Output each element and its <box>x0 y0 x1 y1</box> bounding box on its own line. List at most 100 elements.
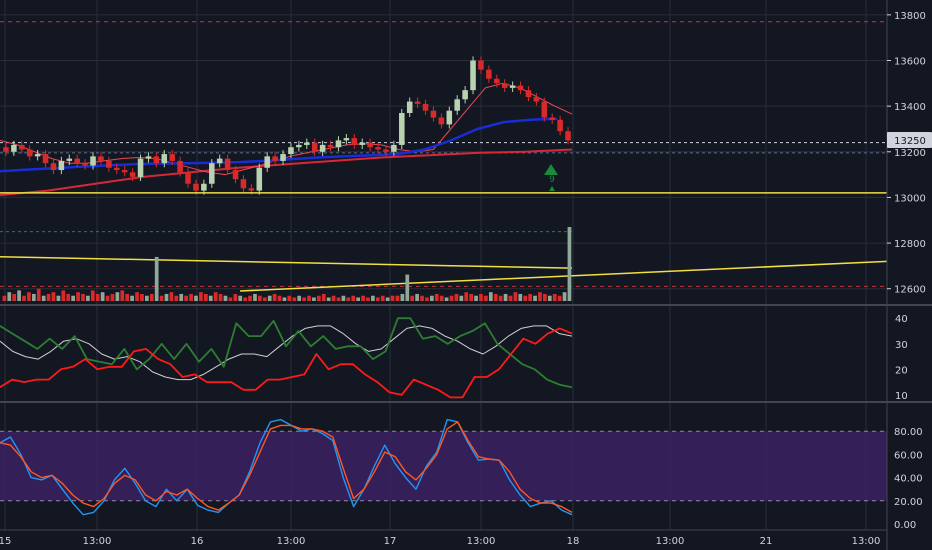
volume-bar-40 <box>199 292 203 301</box>
volume-bar-77 <box>380 295 385 301</box>
volume-bar-63 <box>312 297 316 301</box>
volume-bar-94 <box>464 292 469 301</box>
volume-bar-19 <box>95 293 100 301</box>
candle-body-3 <box>26 149 33 157</box>
candle-body-13 <box>106 160 112 168</box>
volume-bar-82 <box>405 274 410 301</box>
candle-body-23 <box>185 172 191 184</box>
volume-bar-75 <box>371 295 375 301</box>
volume-bar-15 <box>76 292 80 301</box>
candle-body-53 <box>422 103 429 111</box>
dmi-tick-label: 40 <box>895 314 908 325</box>
volume-bar-56 <box>277 295 282 301</box>
candle-body-30 <box>240 179 247 189</box>
volume-bar-21 <box>105 295 110 301</box>
volume-bar-60 <box>297 295 302 301</box>
price-tick-label: 13200 <box>894 148 926 159</box>
volume-bar-13 <box>66 293 71 301</box>
candle-body-17 <box>137 158 144 177</box>
time-tick-label: 16 <box>191 536 204 547</box>
price-pane[interactable]: 9 <box>0 21 888 301</box>
volume-bar-68 <box>336 297 341 301</box>
volume-bar-90 <box>444 297 449 301</box>
volume-bar-10 <box>51 292 56 301</box>
volume-bar-1 <box>7 292 12 301</box>
volume-bar-98 <box>484 295 488 301</box>
candle-body-36 <box>288 147 294 155</box>
candle-body-4 <box>34 154 41 157</box>
volume-bar-113 <box>557 295 562 301</box>
candle-body-22 <box>177 160 183 173</box>
candle-body-29 <box>232 170 239 180</box>
volume-bar-55 <box>272 293 277 301</box>
trendlines[interactable] <box>0 192 888 292</box>
td-sequential-signal: 9 <box>544 164 558 191</box>
volume-bar-49 <box>243 297 247 301</box>
volume-bar-80 <box>395 295 400 301</box>
candle-body-71 <box>565 131 571 141</box>
volume-bars <box>2 227 572 301</box>
dmi-indicator-pane[interactable] <box>0 317 573 399</box>
price-axis[interactable]: 13800 13600 13400 13200 13000 12800 12600 <box>887 11 926 296</box>
candle-body-26 <box>209 163 215 184</box>
candle-body-50 <box>399 112 405 145</box>
volume-bar-44 <box>218 293 223 301</box>
volume-bar-43 <box>213 292 218 301</box>
stochastic-tick-label: 20.00 <box>894 497 923 508</box>
volume-bar-7 <box>36 288 41 301</box>
volume-bar-33 <box>164 293 169 301</box>
volume-bar-71 <box>351 295 356 301</box>
price-tick-label: 13400 <box>894 102 926 113</box>
volume-bar-41 <box>203 293 208 301</box>
candle-body-10 <box>82 163 88 166</box>
candle-body-63 <box>501 83 508 88</box>
candle-body-6 <box>50 163 57 171</box>
time-tick-label: 13:00 <box>467 536 496 547</box>
volume-bar-37 <box>184 295 189 301</box>
volume-bar-96 <box>474 295 478 301</box>
time-tick-label: 21 <box>760 536 773 547</box>
volume-bar-5 <box>27 292 31 301</box>
volume-bar-42 <box>208 295 213 301</box>
volume-bar-107 <box>528 293 532 301</box>
volume-bar-111 <box>547 295 552 301</box>
signal-small-arrow-icon <box>549 186 555 191</box>
candle-body-60 <box>478 60 484 70</box>
candle-body-64 <box>509 85 516 88</box>
time-axis[interactable]: 15 13:00 16 13:00 17 13:00 18 13:00 21 13:00 <box>0 536 880 547</box>
candle-body-21 <box>169 154 175 161</box>
candle-body-27 <box>216 158 223 164</box>
volume-bar-30 <box>149 293 154 301</box>
volume-bar-112 <box>552 293 557 301</box>
volume-bar-78 <box>385 297 390 301</box>
volume-bar-105 <box>518 293 523 301</box>
volume-bar-81 <box>400 293 405 301</box>
volume-bar-104 <box>513 292 518 301</box>
time-tick-label: 17 <box>384 536 397 547</box>
stochastic-tick-label: 40.00 <box>894 474 923 485</box>
falling-trendline <box>0 256 573 269</box>
volume-bar-11 <box>56 295 61 301</box>
volume-bar-61 <box>302 297 306 301</box>
candle-body-61 <box>486 69 492 79</box>
volume-bar-54 <box>267 295 272 301</box>
candle-body-54 <box>430 110 437 118</box>
signal-count-label: 9 <box>549 175 555 185</box>
candle-body-37 <box>296 144 302 148</box>
volume-bar-12 <box>61 290 66 301</box>
volume-bar-32 <box>159 295 164 301</box>
volume-bar-87 <box>430 295 434 301</box>
candle-body-7 <box>58 160 65 171</box>
volume-bar-39 <box>194 295 198 301</box>
dmi-tick-label: 30 <box>895 340 908 351</box>
candle-body-15 <box>121 170 128 173</box>
volume-bar-79 <box>390 295 395 301</box>
volume-bar-76 <box>375 297 380 301</box>
volume-bar-84 <box>415 293 419 301</box>
volume-bar-34 <box>169 292 174 301</box>
stochastic-k-line <box>0 418 573 516</box>
time-tick-label: 13:00 <box>852 536 881 547</box>
stochastic-indicator-pane[interactable] <box>0 418 887 516</box>
